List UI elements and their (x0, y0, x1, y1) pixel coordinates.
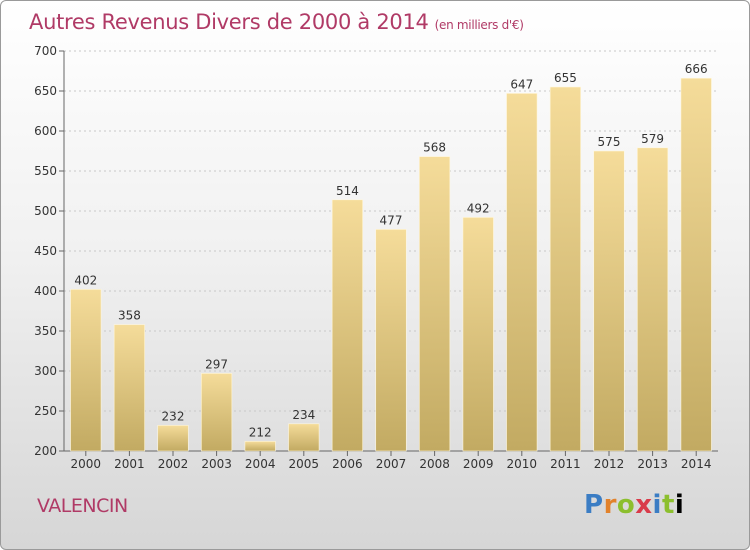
proxiti-logo: Proxiti (584, 490, 685, 520)
bar-2000 (70, 289, 102, 452)
x-tick-label-2001: 2001 (114, 457, 145, 471)
x-axis: 2000 2001 2002 2003 2004 2005 2006 2007 2008 2009… (71, 451, 712, 471)
value-label-2013: 579 (641, 132, 664, 146)
y-tick-label: 600 (34, 124, 57, 138)
x-tick-label-2013: 2013 (637, 457, 668, 471)
value-label-2007: 477 (380, 213, 403, 227)
value-label-2014: 666 (685, 62, 708, 76)
bar-2004 (244, 441, 276, 452)
value-label-2000: 402 (74, 273, 97, 287)
bar-2010 (506, 93, 538, 452)
y-tick-label: 400 (34, 284, 57, 298)
y-tick-label: 550 (34, 164, 57, 178)
bar-2013 (637, 147, 669, 452)
value-label-2002: 232 (162, 409, 185, 423)
chart-subtitle: (en milliers d'€) (434, 18, 524, 32)
x-tick-label-2005: 2005 (289, 457, 320, 471)
bar-2008 (419, 156, 451, 452)
x-tick-label-2014: 2014 (681, 457, 712, 471)
x-tick-label-2010: 2010 (507, 457, 538, 471)
y-axis: 200 250 300 350 400 450 500 550 600 650 700 (34, 44, 718, 458)
y-tick-label: 350 (34, 324, 57, 338)
bar-2007 (375, 229, 407, 452)
value-label-2004: 212 (249, 425, 272, 439)
value-label-2005: 234 (292, 408, 315, 422)
y-tick-label: 650 (34, 84, 57, 98)
x-tick-label-2008: 2008 (419, 457, 450, 471)
x-tick-label-2012: 2012 (594, 457, 625, 471)
value-label-2001: 358 (118, 309, 141, 323)
x-tick-label-2004: 2004 (245, 457, 276, 471)
x-tick-label-2000: 2000 (71, 457, 102, 471)
x-tick-label-2003: 2003 (201, 457, 232, 471)
bars (70, 77, 712, 452)
bar-2011 (549, 86, 581, 452)
value-label-2003: 297 (205, 357, 228, 371)
y-tick-label: 200 (34, 444, 57, 458)
bar-2001 (113, 324, 145, 452)
bar-2006 (331, 199, 363, 452)
bar-2005 (288, 423, 320, 452)
value-label-2010: 647 (510, 77, 533, 91)
bar-2009 (462, 217, 494, 452)
chart-title-text: Autres Revenus Divers de 2000 à 2014 (29, 10, 429, 34)
bar-2003 (201, 373, 233, 452)
x-tick-label-2006: 2006 (332, 457, 363, 471)
value-label-2009: 492 (467, 201, 490, 215)
value-labels: 402 358 232 297 212 234 514 477 568 492 647 655 575 5… (74, 62, 707, 439)
y-tick-label: 450 (34, 244, 57, 258)
chart-title: Autres Revenus Divers de 2000 à 2014 (en … (29, 10, 524, 34)
value-label-2011: 655 (554, 71, 577, 85)
bar-2014 (680, 77, 712, 452)
place-name: VALENCIN (37, 495, 128, 517)
bar-2002 (157, 425, 189, 452)
x-tick-label-2011: 2011 (550, 457, 581, 471)
y-tick-label: 300 (34, 364, 57, 378)
bar-2012 (593, 150, 625, 452)
x-tick-label-2002: 2002 (158, 457, 189, 471)
value-label-2006: 514 (336, 184, 359, 198)
y-tick-label: 500 (34, 204, 57, 218)
value-label-2012: 575 (598, 135, 621, 149)
x-tick-label-2007: 2007 (376, 457, 407, 471)
value-label-2008: 568 (423, 141, 446, 155)
y-tick-label: 700 (34, 44, 57, 58)
x-tick-label-2009: 2009 (463, 457, 494, 471)
y-tick-label: 250 (34, 404, 57, 418)
